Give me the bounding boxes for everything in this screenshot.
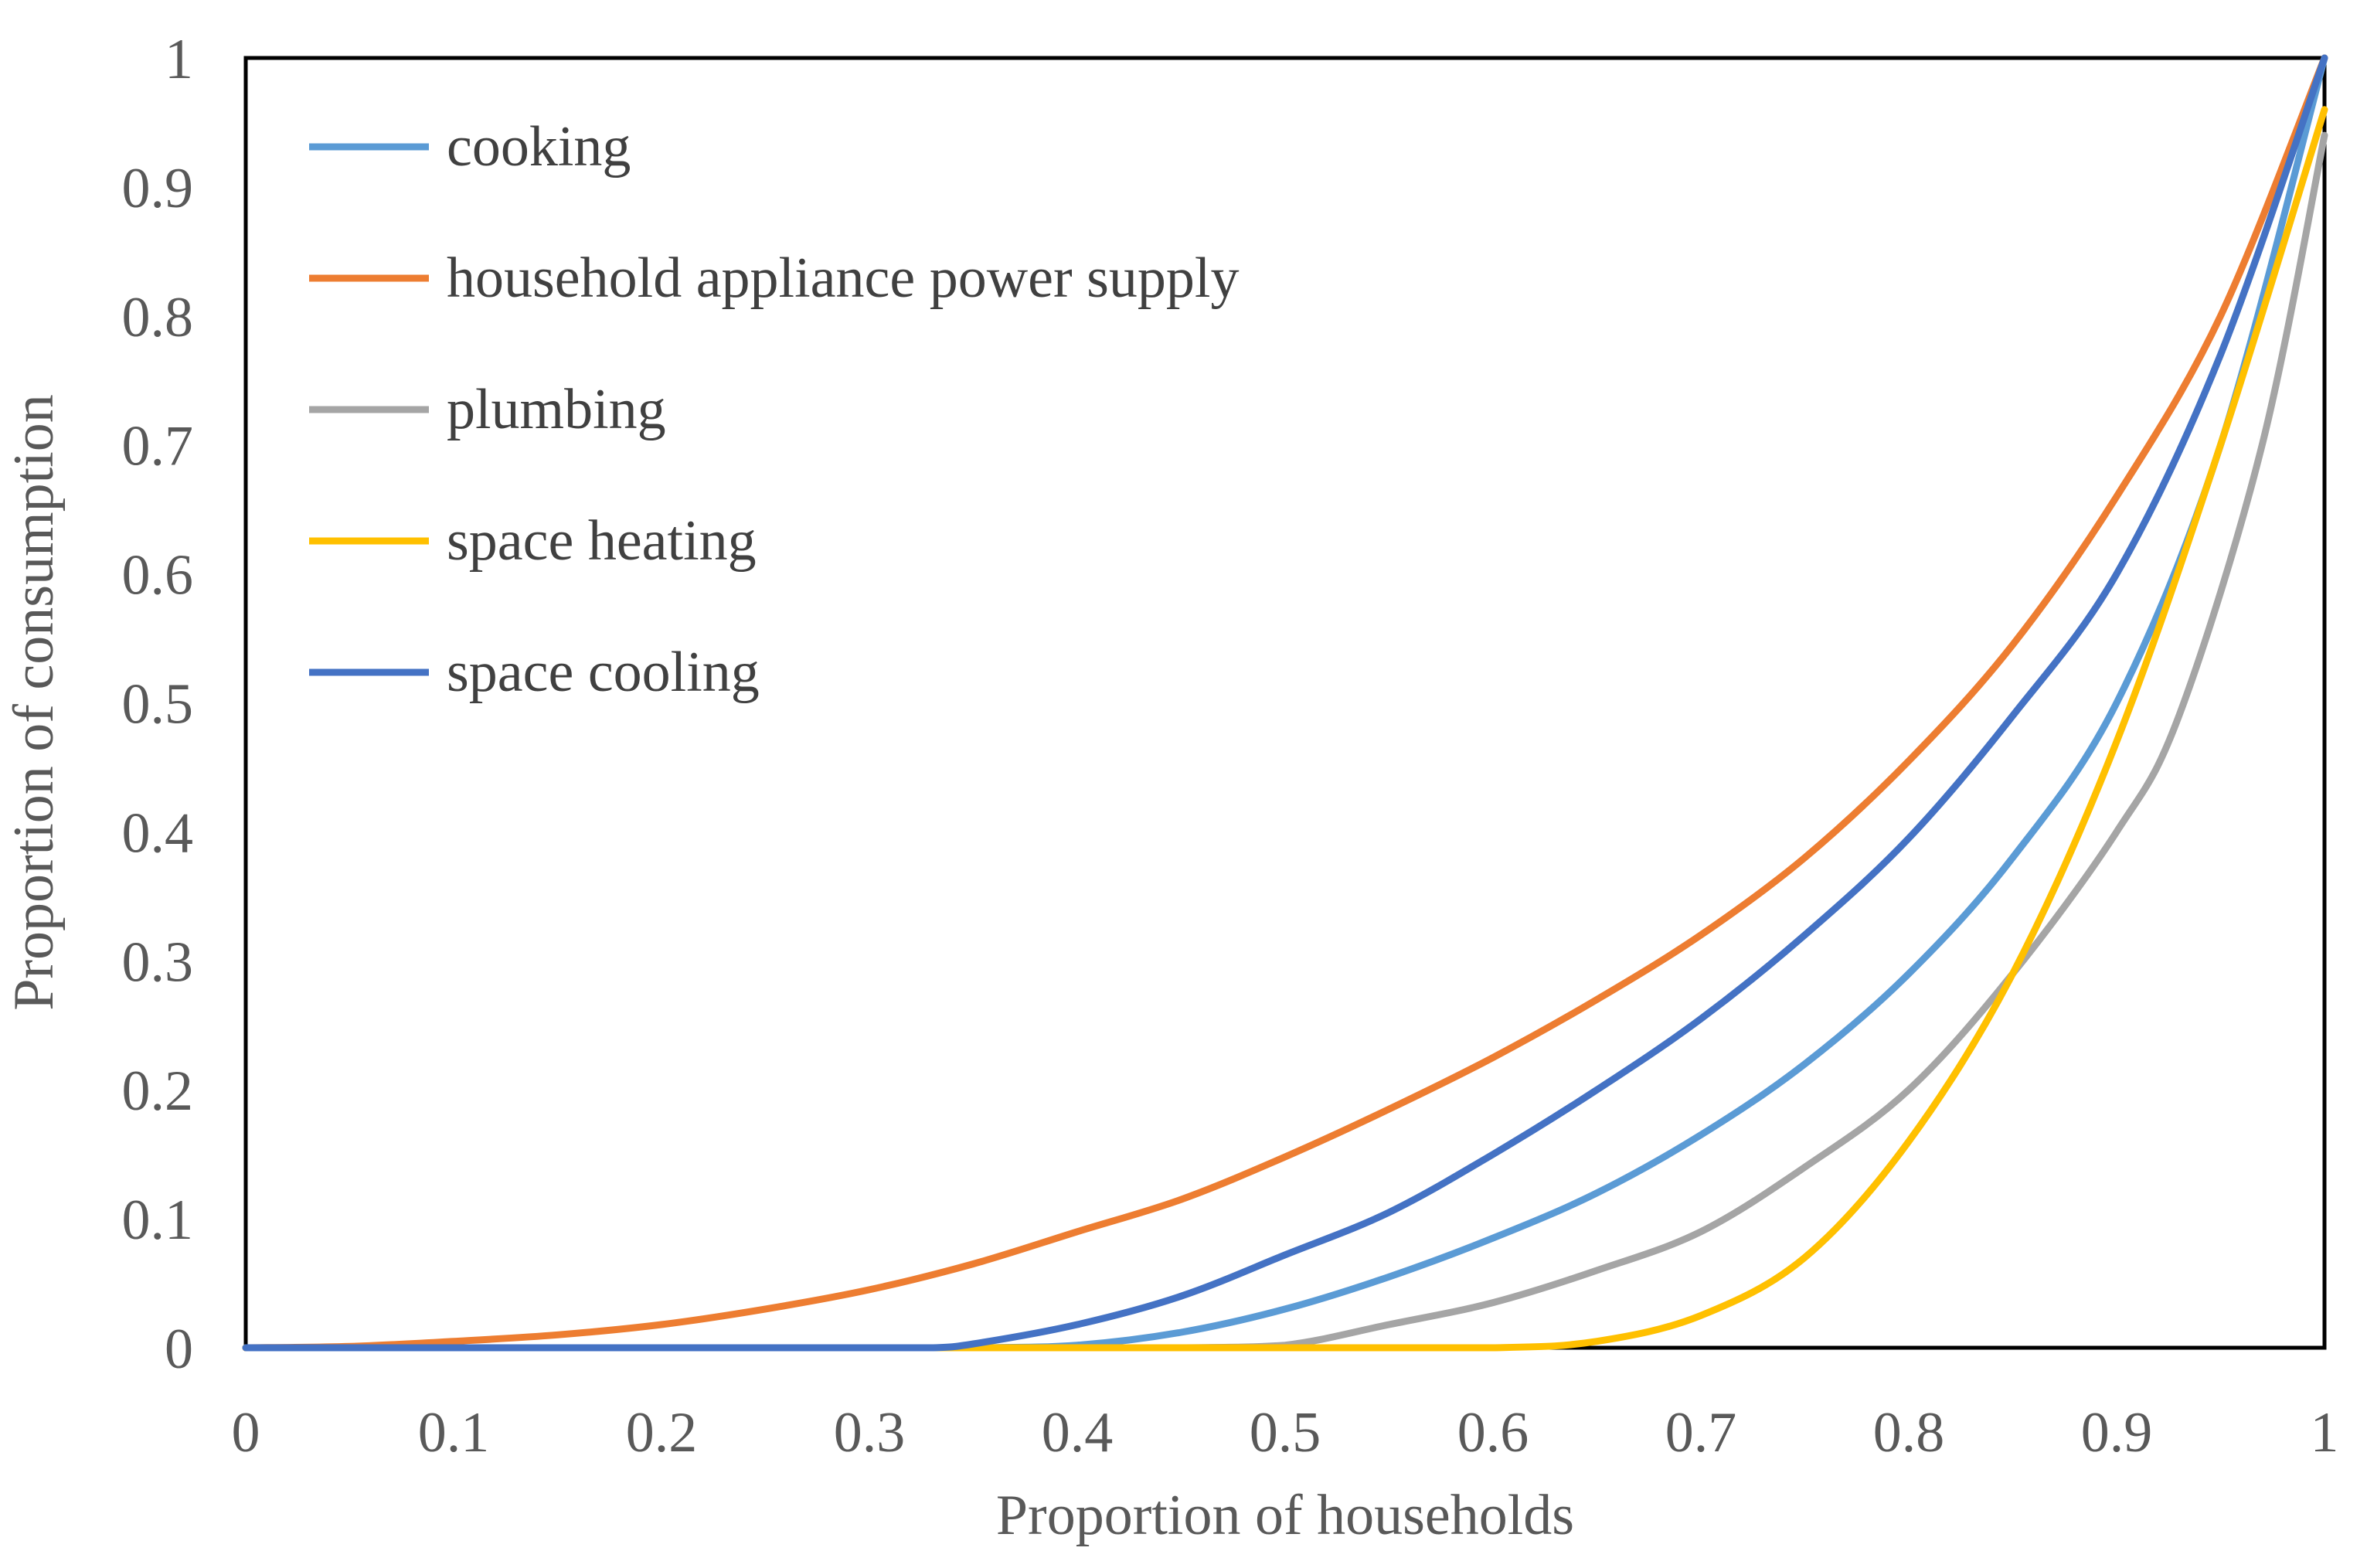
series-line-space-cooling <box>242 54 2328 1352</box>
legend-label: cooking <box>447 115 631 179</box>
y-tick-label: 0.3 <box>122 930 194 994</box>
x-tick-label: 0.7 <box>1665 1401 1737 1464</box>
legend-item-household-appliance-power-supply: household appliance power supply <box>309 247 1240 310</box>
y-tick-label: 0.5 <box>122 673 194 736</box>
x-tick-label: 1 <box>2311 1401 2339 1464</box>
legend-item-plumbing: plumbing <box>309 378 666 441</box>
y-tick-label: 0.1 <box>122 1189 194 1252</box>
series-layer <box>242 54 2328 1352</box>
legend: cooking household appliance power supply p… <box>309 115 1240 704</box>
legend-item-space-cooling: space cooling <box>309 641 760 704</box>
x-tick-label: 0.1 <box>418 1401 490 1464</box>
y-tick-label: 0.6 <box>122 544 194 607</box>
legend-label: space cooling <box>447 641 760 704</box>
y-tick-label: 0.8 <box>122 286 194 349</box>
legend-label: household appliance power supply <box>447 247 1240 310</box>
x-tick-label: 0.6 <box>1457 1401 1529 1464</box>
legend-label: plumbing <box>447 378 666 441</box>
x-tick-label: 0.8 <box>1873 1401 1945 1464</box>
y-axis-title: Proportion of consumption <box>2 394 66 1011</box>
x-tick-label: 0.3 <box>834 1401 906 1464</box>
series-line-household-appliance-power-supply <box>242 54 2328 1352</box>
legend-label: space heating <box>447 509 757 573</box>
x-axis-ticks: 0 0.1 0.2 0.3 0.4 0.5 0.6 0.7 0.8 0.9 1 <box>232 1401 2339 1464</box>
y-axis-ticks: 0 0.1 0.2 0.3 0.4 0.5 0.6 0.7 0.8 0.9 1 <box>122 28 194 1381</box>
y-tick-label: 0.7 <box>122 415 194 478</box>
y-tick-label: 1 <box>165 28 193 91</box>
y-tick-label: 0 <box>165 1318 193 1381</box>
plot-area <box>243 56 2327 1350</box>
y-tick-label: 0.9 <box>122 157 194 220</box>
x-tick-label: 0.5 <box>1250 1401 1321 1464</box>
x-axis-title: Proportion of households <box>996 1484 1574 1547</box>
x-tick-label: 0.9 <box>2081 1401 2153 1464</box>
y-tick-label: 0.2 <box>122 1060 194 1123</box>
x-tick-label: 0.4 <box>1042 1401 1114 1464</box>
x-tick-label: 0.2 <box>626 1401 698 1464</box>
legend-item-space-heating: space heating <box>309 509 757 573</box>
y-tick-label: 0.4 <box>122 801 194 865</box>
x-tick-label: 0 <box>232 1401 260 1464</box>
legend-item-cooking: cooking <box>309 115 631 179</box>
